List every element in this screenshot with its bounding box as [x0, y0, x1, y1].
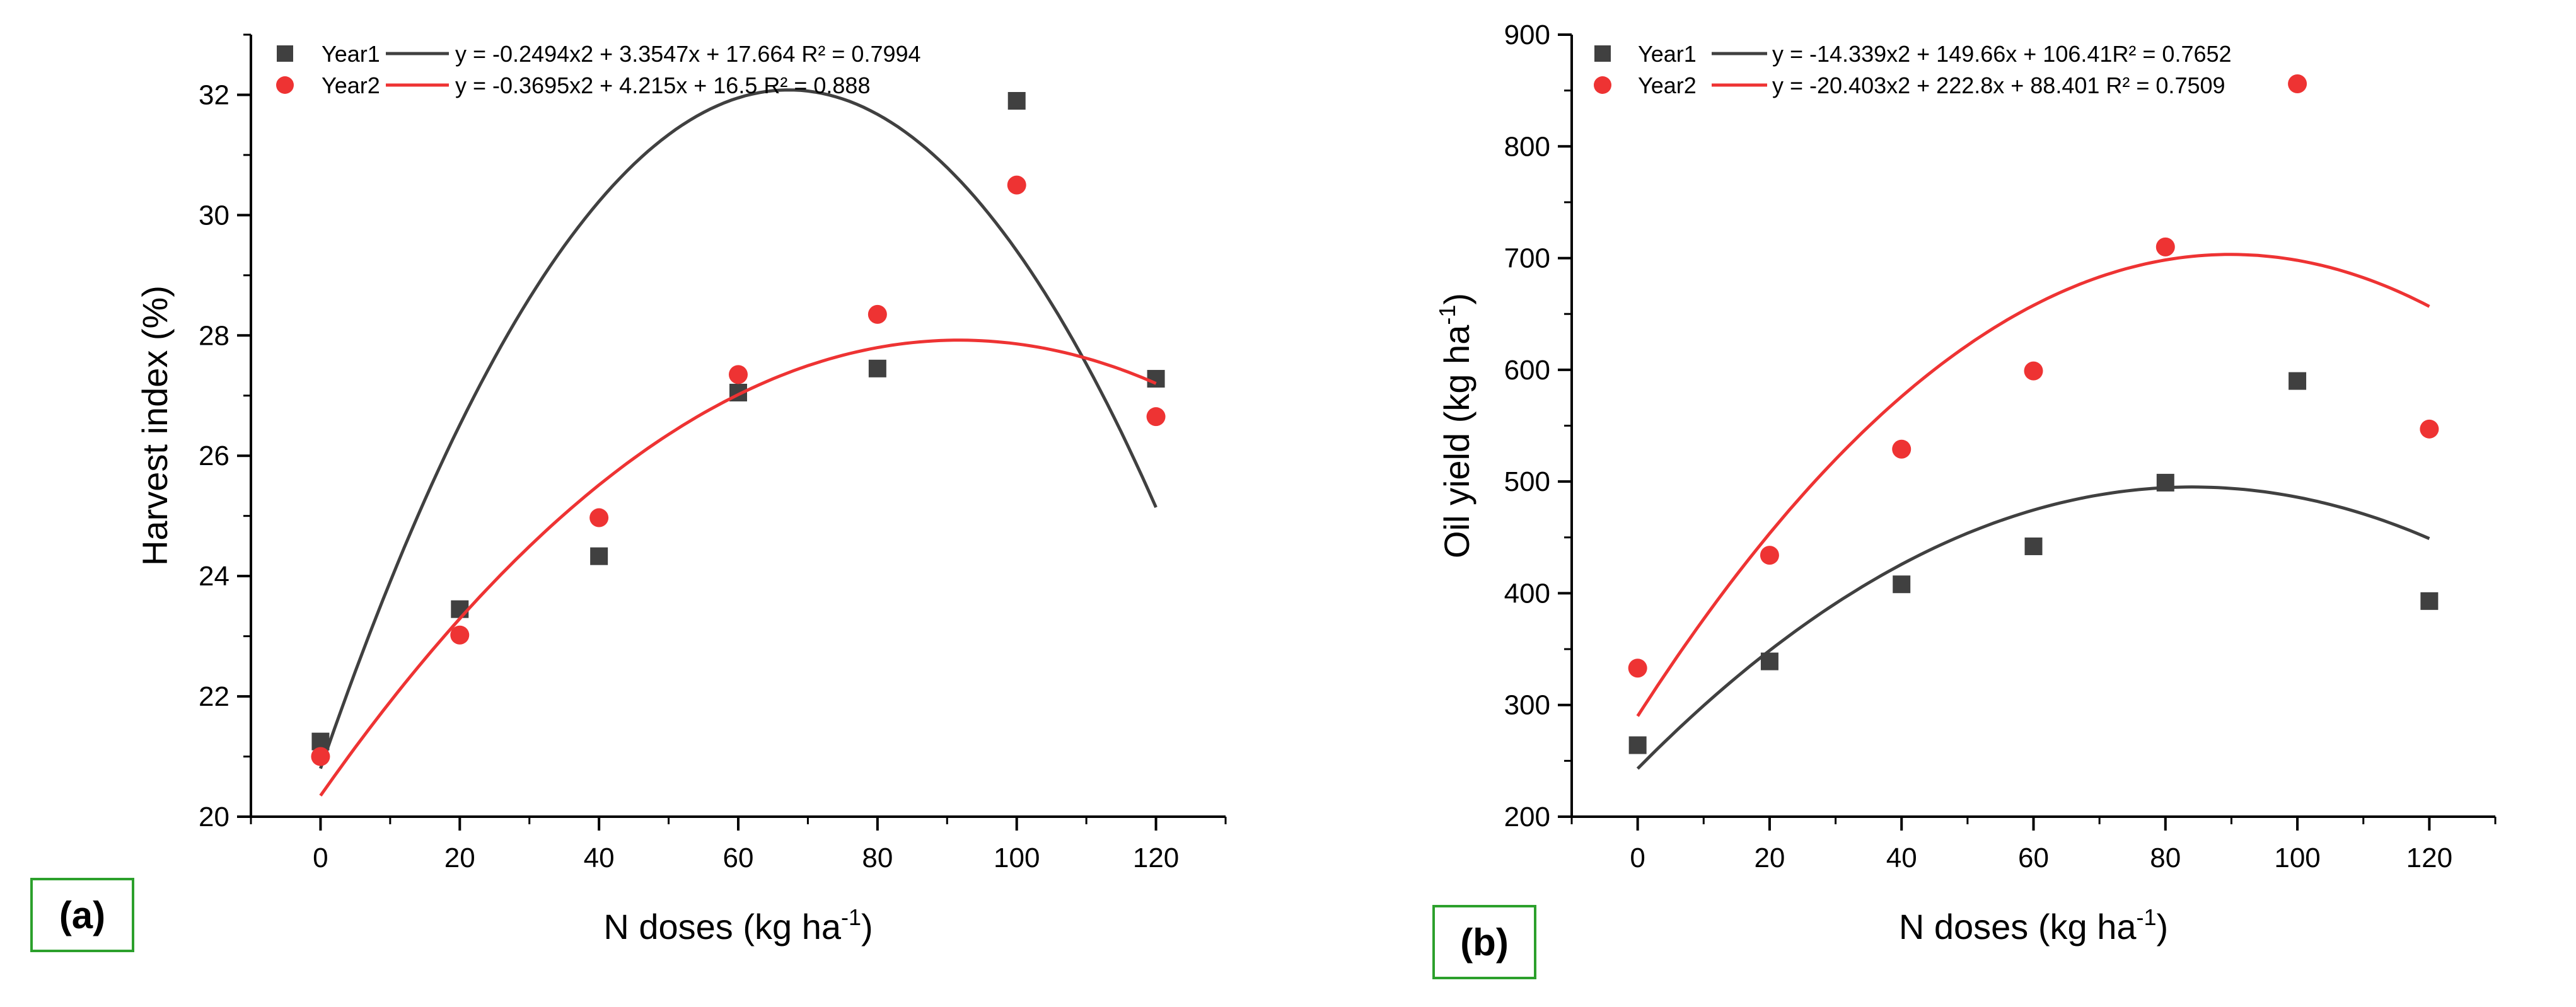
x-tick-label: 100 [994, 843, 1040, 873]
x-tick-label: 40 [1886, 843, 1917, 873]
chart-a: 0 20 40 60 80 100 120 20 22 24 26 28 30 32 N doses (kg… [135, 33, 1227, 947]
data-point-year1 [2289, 372, 2307, 390]
data-point-year2 [2024, 361, 2043, 381]
chart-b: 0 20 40 60 80 100 120 200 300 400 500 600 700 800 900 N… [1434, 20, 2497, 947]
y-tick-label: 30 [199, 200, 229, 231]
legend-marker-year2 [276, 76, 294, 94]
data-point-year1 [1628, 736, 1647, 754]
data-point-year1 [1007, 92, 1026, 110]
fit-equation-year1: y = -14.339x2 + 149.66x + 106.41R² = 0.7… [1772, 41, 2232, 67]
x-tick-label: 80 [2150, 843, 2181, 873]
data-point-year2 [2155, 237, 2175, 256]
x-tick-label: 40 [584, 843, 615, 873]
panel-label-b: (b) [1432, 905, 1536, 979]
y-tick-label: 500 [1504, 466, 1550, 497]
data-point-year2 [1892, 439, 1912, 459]
y-tick-label: 28 [199, 320, 229, 351]
legend-label-year2: Year2 [322, 72, 380, 98]
data-point-year1 [2156, 473, 2174, 492]
legend-label-year1: Year1 [1638, 41, 1697, 67]
data-point-year1 [451, 600, 469, 618]
y-tick-label: 22 [199, 681, 229, 712]
data-point-year2 [1760, 546, 1779, 565]
legend-marker-year2 [1594, 76, 1611, 94]
y-tick-label: 300 [1504, 690, 1550, 721]
x-tick-label: 120 [1133, 843, 1179, 873]
y-tick-label: 200 [1504, 802, 1550, 832]
y-axis-label: Harvest index (%) [135, 285, 175, 566]
x-tick-label: 100 [2274, 843, 2320, 873]
x-tick-label: 20 [444, 843, 475, 873]
legend-marker-year1 [277, 45, 293, 62]
data-point-year2 [1146, 407, 1166, 427]
fit-curve-year2 [319, 338, 1157, 797]
data-point-year2 [311, 747, 330, 766]
fit-equation-year2: y = -20.403x2 + 222.8x + 88.401 R² = 0.7… [1772, 72, 2225, 98]
legend-marker-year1 [1594, 45, 1611, 62]
fit-equation-year2: y = -0.3695x2 + 4.215x + 16.5 R² = 0.888 [455, 72, 870, 98]
legend-label-year2: Year2 [1638, 72, 1697, 98]
data-point-year2 [2288, 74, 2307, 94]
data-point-year2 [589, 508, 609, 527]
legend-label-year1: Year1 [322, 41, 380, 67]
x-tick-label: 0 [313, 843, 328, 873]
data-point-year1 [1147, 370, 1165, 388]
y-tick-label: 600 [1504, 355, 1550, 386]
data-point-year1 [2024, 537, 2043, 555]
x-tick-label: 120 [2406, 843, 2452, 873]
x-tick-label: 80 [862, 843, 893, 873]
data-point-year2 [867, 304, 887, 324]
data-point-year1 [2420, 592, 2439, 610]
y-tick-label: 800 [1504, 131, 1550, 162]
data-point-year2 [1628, 659, 1647, 678]
data-point-year1 [868, 359, 886, 377]
fit-curve-year2 [1636, 253, 2430, 717]
y-axis-label: Oil yield (kg ha-1) [1434, 293, 1477, 558]
y-tick-label: 400 [1504, 578, 1550, 609]
x-axis-label: N doses (kg ha-1) [1899, 904, 2168, 947]
y-tick-label: 700 [1504, 243, 1550, 274]
data-point-year1 [1893, 575, 1911, 594]
data-point-year2 [1007, 175, 1026, 195]
x-axis-label: N doses (kg ha-1) [603, 904, 873, 947]
x-tick-label: 0 [1630, 843, 1645, 873]
x-tick-label: 20 [1754, 843, 1785, 873]
data-point-year1 [1760, 652, 1778, 670]
y-tick-label: 32 [199, 79, 229, 110]
y-tick-label: 20 [199, 802, 229, 832]
y-tick-label: 24 [199, 561, 229, 592]
fit-equation-year1: y = -0.2494x2 + 3.3547x + 17.664 R² = 0.… [455, 41, 921, 67]
data-point-year2 [450, 625, 470, 645]
data-point-year1 [590, 547, 608, 565]
y-tick-label: 900 [1504, 20, 1550, 50]
data-point-year2 [2420, 419, 2439, 439]
x-tick-label: 60 [723, 843, 754, 873]
data-point-year2 [729, 365, 748, 384]
x-tick-label: 60 [2018, 843, 2049, 873]
y-tick-label: 26 [199, 440, 229, 471]
fit-curve-year1 [319, 88, 1157, 769]
panel-label-a: (a) [30, 878, 134, 952]
fit-curve-year1 [1636, 485, 2430, 770]
